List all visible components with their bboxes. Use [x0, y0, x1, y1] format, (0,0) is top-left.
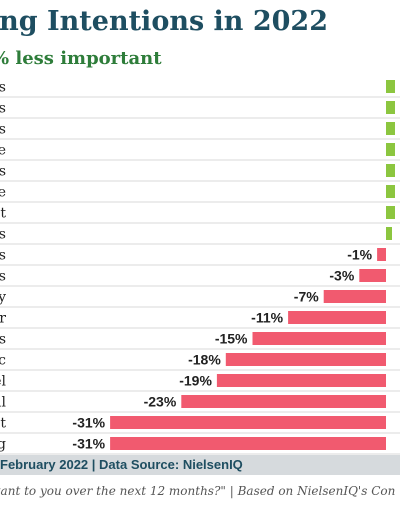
- category-label: ge: [0, 185, 6, 201]
- data-label: -7%: [294, 289, 319, 305]
- bar: [323, 290, 386, 303]
- source-bar: February 2022 | Data Source: NielsenIQ: [0, 455, 400, 475]
- data-label: -1%: [347, 247, 372, 263]
- category-label: ng: [0, 437, 6, 453]
- bar: [377, 248, 386, 261]
- category-label: are: [0, 143, 6, 159]
- category-label: cor: [0, 311, 6, 327]
- category-label: ces: [0, 164, 6, 180]
- data-label: -23%: [144, 394, 177, 410]
- bar: [386, 80, 395, 93]
- data-label: -18%: [188, 352, 221, 368]
- methodology-note: rtant to you over the next 12 months?" |…: [0, 476, 400, 516]
- bar: [225, 353, 386, 366]
- category-label: tic: [0, 353, 6, 369]
- data-label: -19%: [179, 373, 212, 389]
- chart-subtitle-text: % less important: [0, 48, 162, 69]
- category-label: nal: [0, 395, 7, 411]
- data-label: -11%: [251, 310, 283, 326]
- category-label: ans: [0, 227, 6, 243]
- category-label: n's: [0, 122, 6, 138]
- category-label: ips: [0, 332, 6, 348]
- bar-chart: ies ies n's are ces ge ent ans sts -1% ays -3% gy -7%…: [0, 80, 400, 455]
- bar: [386, 143, 395, 156]
- chart-subtitle: % less important: [0, 44, 400, 74]
- category-label: rel: [0, 374, 7, 390]
- bar: [252, 332, 386, 345]
- source-text: February 2022 | Data Source: NielsenIQ: [0, 457, 243, 472]
- bar: [386, 227, 392, 240]
- category-label: gy: [0, 290, 6, 306]
- bar: [181, 395, 386, 408]
- bar: [386, 185, 395, 198]
- category-label: sts: [0, 248, 6, 264]
- category-label: ent: [0, 416, 6, 432]
- data-label: -15%: [215, 331, 248, 347]
- bar: [288, 311, 386, 324]
- chart-title-text: ding Intentions in 2022: [0, 6, 328, 37]
- category-label: ent: [0, 206, 6, 222]
- bar: [110, 437, 386, 450]
- category-label: ays: [0, 269, 6, 285]
- data-label: -3%: [329, 268, 354, 284]
- bar: [110, 416, 386, 429]
- bar: [386, 164, 395, 177]
- data-label: -31%: [72, 415, 105, 431]
- category-label: ies: [0, 80, 6, 96]
- category-label: ies: [0, 101, 6, 117]
- bar: [386, 206, 395, 219]
- bar: [216, 374, 386, 387]
- bar: [386, 122, 395, 135]
- methodology-note-text: rtant to you over the next 12 months?" |…: [0, 484, 396, 498]
- data-label: -31%: [72, 436, 105, 452]
- bar: [386, 101, 395, 114]
- chart-title: ding Intentions in 2022: [0, 0, 400, 44]
- bar: [359, 269, 386, 282]
